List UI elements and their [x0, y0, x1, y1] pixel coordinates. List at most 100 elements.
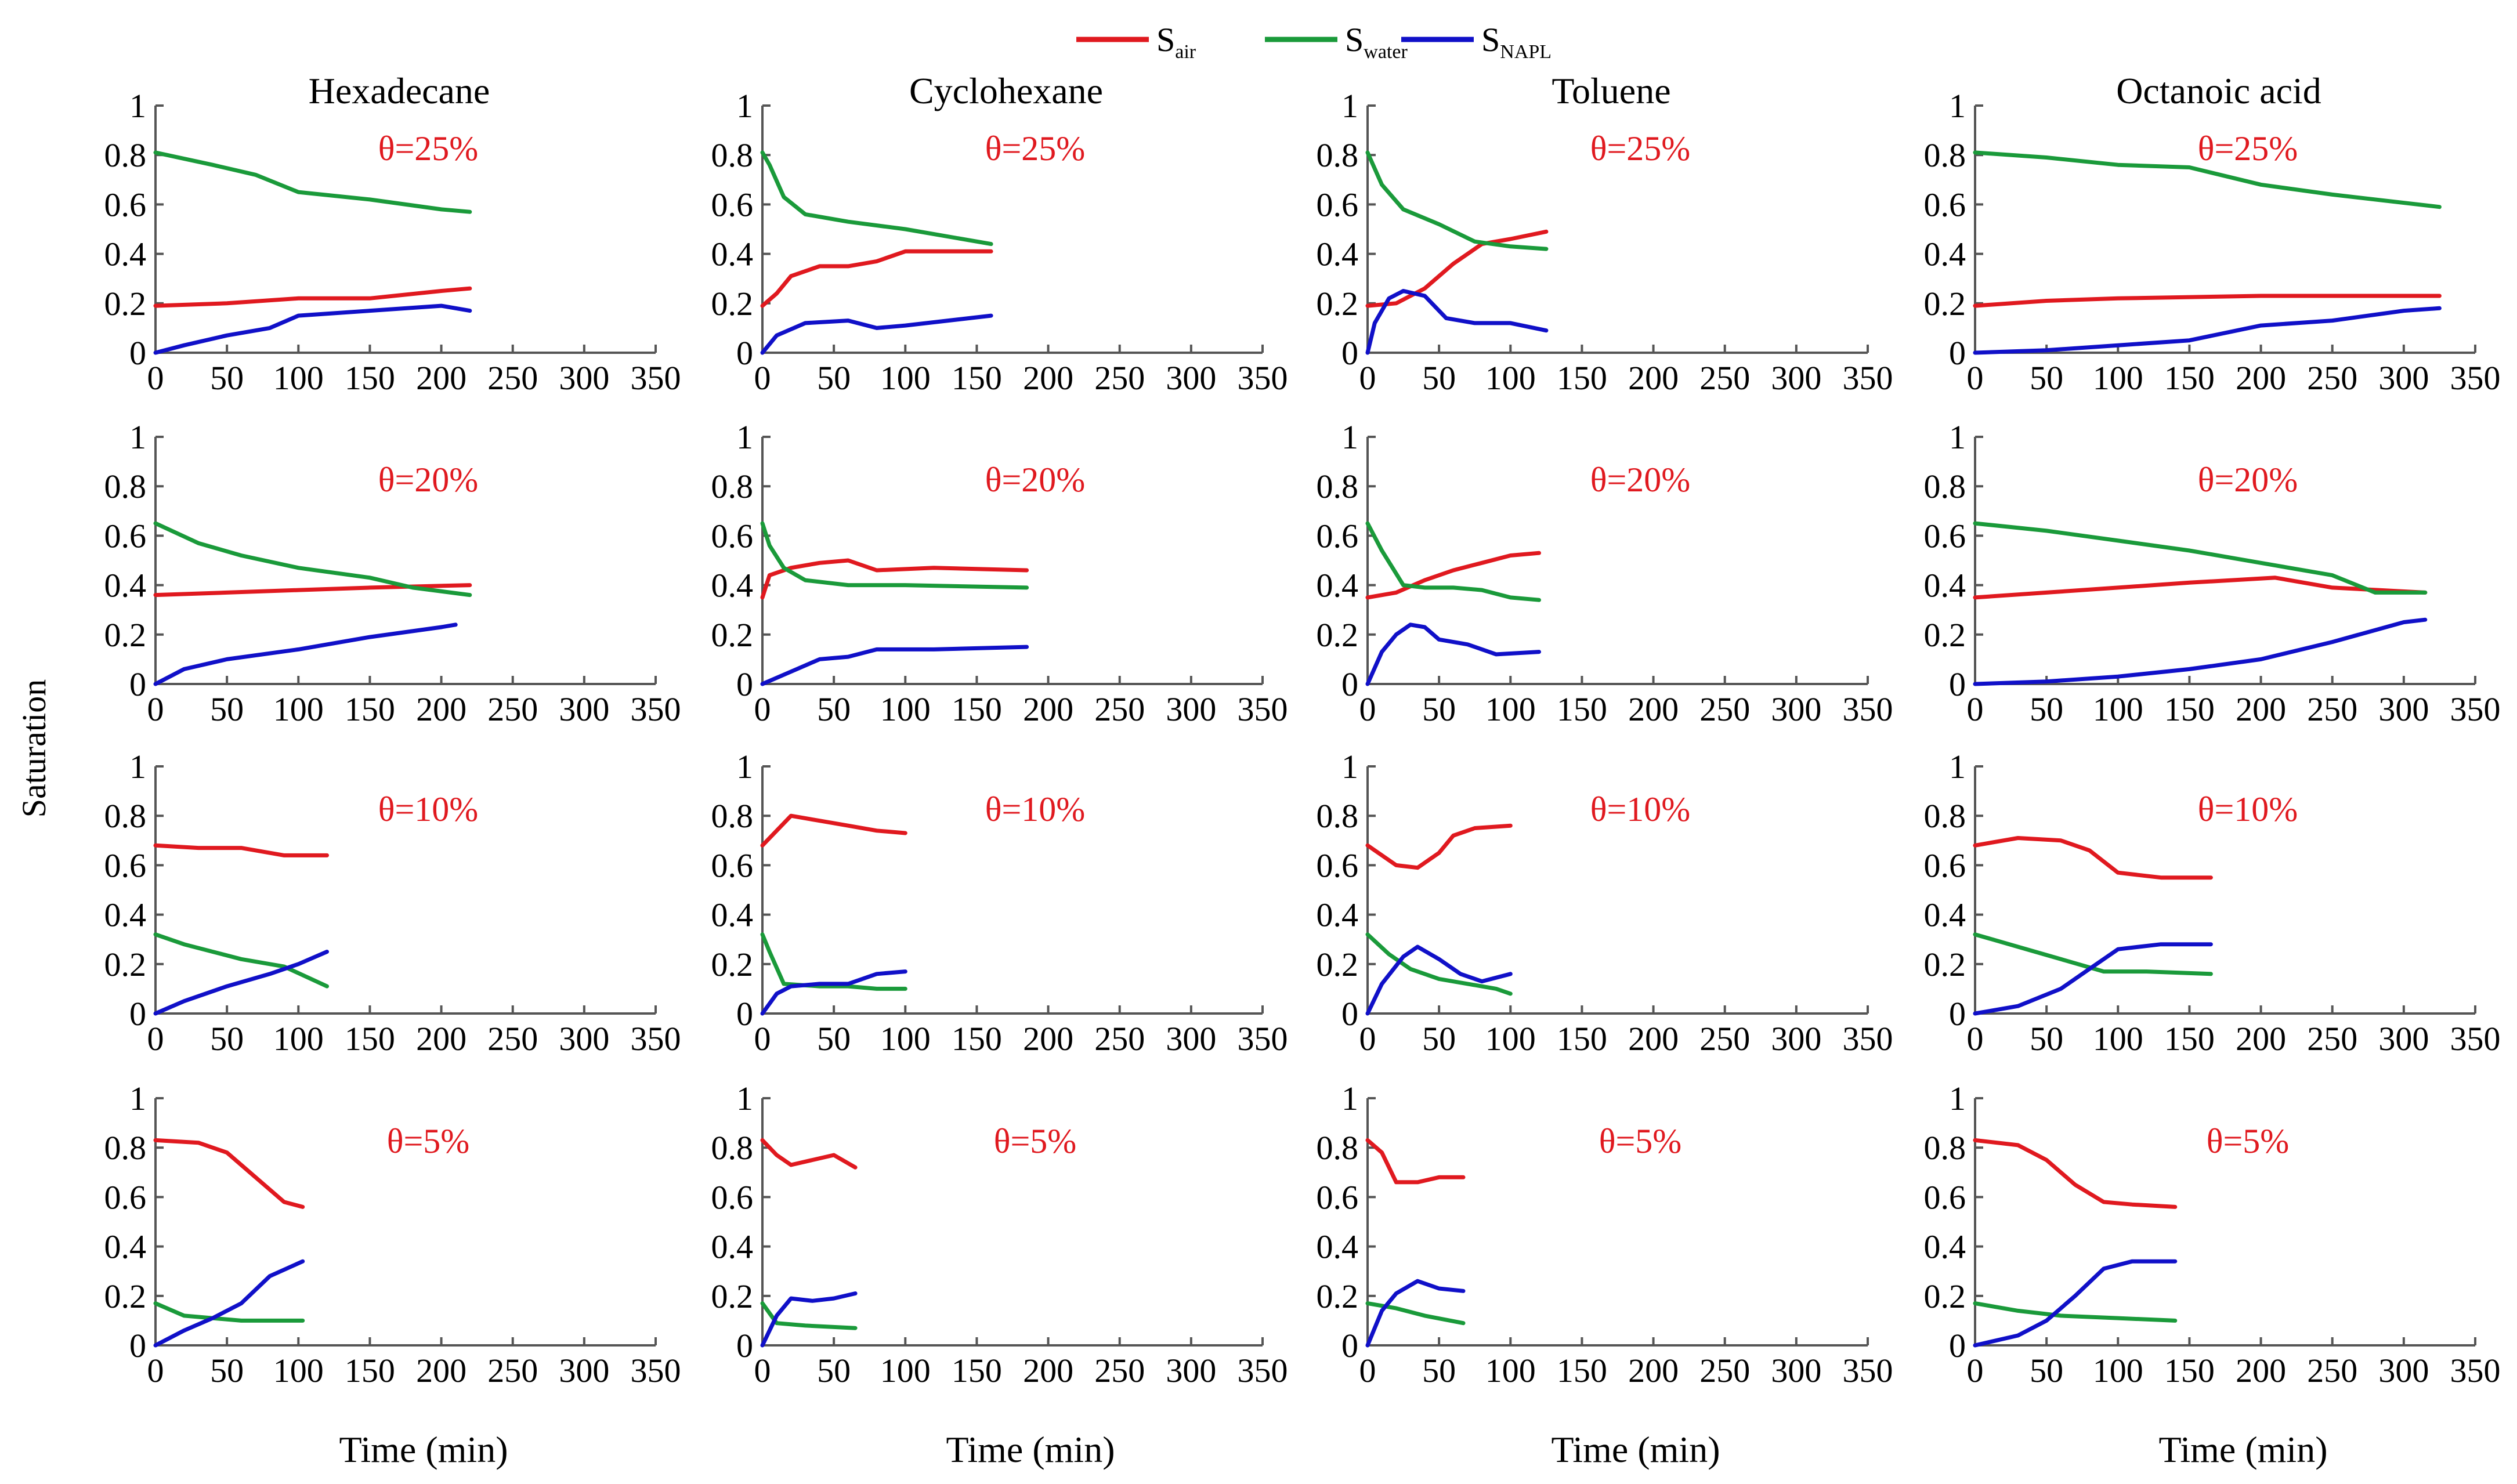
y-tick-label: 0: [1341, 1327, 1358, 1364]
y-tick-label: 1: [1949, 748, 1966, 786]
x-tick-label: 200: [416, 1020, 466, 1058]
moisture-condition-label: θ=10%: [1590, 790, 1691, 828]
x-tick-label: 250: [2307, 1020, 2357, 1058]
series-line-swater: [760, 1301, 858, 1330]
panel-grid: Hexadecane Cyclohexane Toluene Octanoic aci…: [104, 70, 2501, 1470]
y-tick-label: 0.8: [1924, 1129, 1966, 1167]
x-tick-label: 150: [2164, 1352, 2215, 1389]
x-tick-label: 250: [1699, 359, 1750, 397]
x-tick-label: 200: [1023, 1352, 1073, 1389]
x-tick-label: 150: [345, 1352, 395, 1389]
y-tick-label: 0.4: [104, 1228, 147, 1266]
moisture-condition-label: θ=10%: [378, 790, 479, 828]
series-line-snapl: [153, 1259, 305, 1348]
series-line-snapl: [1365, 622, 1541, 686]
y-tick-label: 0: [1341, 995, 1358, 1033]
x-tick-label: 50: [210, 690, 244, 728]
x-tick-label: 150: [1557, 690, 1607, 728]
x-tick-label: 350: [631, 359, 681, 397]
y-tick-label: 1: [129, 87, 146, 125]
y-tick-label: 0.6: [104, 517, 147, 555]
x-tick-label: 150: [952, 359, 1002, 397]
x-tick-label: 200: [1628, 1020, 1679, 1058]
series-line-sair: [1973, 836, 2213, 880]
x-tick-label: 200: [416, 1352, 466, 1389]
x-tick-label: 200: [2236, 359, 2286, 397]
x-tick-label: 100: [1485, 359, 1536, 397]
x-tick-label: 200: [1628, 1352, 1679, 1389]
y-tick-label: 0.6: [1317, 1178, 1359, 1216]
y-tick-label: 0.4: [1924, 236, 1966, 273]
x-tick-label: 300: [1771, 359, 1821, 397]
x-tick-label: 350: [1843, 690, 1893, 728]
y-tick-label: 0.2: [1317, 1277, 1359, 1315]
x-tick-label: 300: [1771, 1352, 1821, 1389]
x-tick-label: 300: [1166, 359, 1216, 397]
x-tick-label: 0: [1967, 359, 1984, 397]
y-tick-label: 0: [736, 1327, 753, 1364]
y-tick-label: 0.8: [711, 468, 754, 505]
y-tick-label: 1: [1341, 418, 1358, 456]
x-tick-label: 50: [1422, 1020, 1456, 1058]
y-tick-label: 0.4: [1924, 1228, 1966, 1266]
x-tick-label: 250: [2307, 359, 2357, 397]
x-tick-label: 250: [487, 690, 538, 728]
series-line-swater: [1973, 932, 2213, 976]
series-line-sair: [760, 813, 907, 848]
y-tick-label: 0.6: [711, 846, 754, 884]
x-tick-label: 300: [559, 690, 609, 728]
series-line-sair: [1973, 294, 2442, 308]
series-line-swater: [153, 932, 329, 989]
x-axis-label: Time (min): [1552, 1429, 1720, 1470]
x-tick-label: 200: [2236, 1352, 2286, 1389]
y-tick-label: 0.4: [711, 236, 754, 273]
series-line-snapl: [760, 645, 1029, 686]
y-tick-label: 1: [129, 1080, 146, 1117]
legend: Sair Swater SNAPL: [1076, 21, 1552, 63]
x-tick-label: 150: [952, 1352, 1002, 1389]
x-tick-label: 100: [2093, 690, 2143, 728]
x-axis-label: Time (min): [339, 1429, 508, 1470]
x-tick-label: 150: [345, 1020, 395, 1058]
x-tick-label: 0: [147, 1020, 164, 1058]
series-line-swater: [153, 521, 472, 598]
series-line-swater: [153, 150, 472, 214]
x-tick-label: 50: [817, 1352, 851, 1389]
series-line-swater: [760, 521, 1029, 590]
y-tick-label: 1: [1949, 418, 1966, 456]
x-tick-label: 250: [1699, 1352, 1750, 1389]
series-line-sair: [1973, 575, 2428, 600]
series-line-snapl: [153, 950, 329, 1016]
x-tick-label: 50: [2030, 359, 2063, 397]
x-tick-label: 50: [210, 1020, 244, 1058]
x-tick-label: 200: [1023, 359, 1073, 397]
y-tick-label: 0.8: [104, 136, 147, 174]
y-tick-label: 0.8: [711, 797, 754, 835]
legend-label: SNAPL: [1481, 21, 1552, 63]
x-tick-label: 150: [2164, 1020, 2215, 1058]
x-tick-label: 350: [631, 690, 681, 728]
y-tick-label: 0: [1949, 334, 1966, 372]
moisture-condition-label: θ=5%: [2207, 1122, 2290, 1160]
moisture-condition-label: θ=5%: [994, 1122, 1077, 1160]
x-tick-label: 150: [345, 359, 395, 397]
x-tick-label: 0: [1359, 1352, 1376, 1389]
x-tick-label: 0: [147, 690, 164, 728]
x-tick-label: 50: [2030, 690, 2063, 728]
x-tick-label: 200: [1023, 690, 1073, 728]
y-tick-label: 0.4: [104, 567, 147, 605]
moisture-condition-label: θ=20%: [1590, 461, 1691, 499]
x-tick-label: 300: [2378, 359, 2429, 397]
x-tick-label: 100: [273, 1352, 324, 1389]
series-line-sair: [760, 558, 1029, 600]
x-tick-label: 50: [210, 359, 244, 397]
y-tick-label: 0: [736, 995, 753, 1033]
y-tick-label: 0.8: [104, 1129, 147, 1167]
x-tick-label: 350: [2450, 1352, 2501, 1389]
series-line-snapl: [1973, 1259, 2178, 1348]
